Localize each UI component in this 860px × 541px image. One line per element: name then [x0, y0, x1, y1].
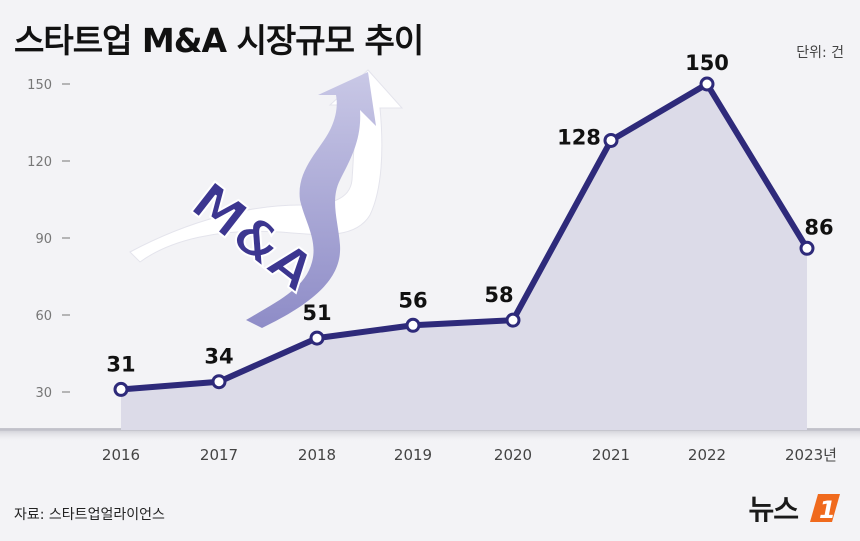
y-tick-label: 120: [27, 155, 52, 170]
series-line: [120, 81, 810, 393]
data-point-2021: [603, 132, 619, 148]
logo-badge-icon: 1: [810, 494, 840, 524]
x-tick-label: 2017: [200, 446, 238, 464]
data-point-2016: [113, 381, 129, 397]
data-label-2022: 150: [685, 51, 729, 75]
area-fill: [121, 84, 807, 430]
data-point-2018: [309, 330, 325, 346]
data-point-2017: [211, 374, 227, 390]
data-label-2017: 34: [204, 345, 233, 369]
data-label-2018: 51: [302, 301, 331, 325]
y-tick-label: 150: [27, 78, 52, 93]
data-label-2016: 31: [106, 352, 135, 376]
x-tick-label: 2021: [592, 446, 630, 464]
chart-title: 스타트업 M&A 시장규모 추이: [14, 21, 424, 60]
data-point-2020: [505, 312, 521, 328]
y-tick-label: 90: [35, 232, 52, 247]
x-tick-label: 2016: [102, 446, 140, 464]
data-points: [113, 76, 815, 397]
data-labels: 31 34 51 56 58 128 150 86: [106, 51, 833, 376]
news1-logo: 뉴스 1: [748, 488, 842, 528]
data-label-2020: 58: [484, 283, 513, 307]
unit-label: 단위: 건: [796, 45, 844, 61]
y-tick-label: 30: [35, 386, 52, 401]
logo-text: 뉴스: [748, 493, 799, 526]
x-tick-label: 2019: [394, 446, 432, 464]
logo-badge-text: 1: [819, 496, 836, 524]
x-tick-label: 2023년: [785, 446, 837, 464]
x-tick-label: 2018: [298, 446, 336, 464]
data-label-2019: 56: [398, 288, 427, 312]
y-tick-label: 60: [35, 309, 52, 324]
source-note: 자료: 스타트업얼라이언스: [14, 507, 165, 523]
arrow-shaft: [246, 72, 376, 328]
data-point-2019: [405, 317, 421, 333]
ground-shadow: [0, 428, 860, 442]
ma-arrow-illustration: M&A: [129, 69, 404, 328]
y-axis: 30 60 90 120 150: [27, 78, 70, 401]
data-label-2021: 128: [557, 125, 601, 149]
data-label-2023년: 86: [804, 215, 833, 239]
data-point-2023년: [799, 240, 815, 256]
x-axis: 2016 2017 2018 2019 2020 2021 2022 2023년: [102, 446, 837, 464]
x-tick-label: 2020: [494, 446, 532, 464]
x-tick-label: 2022: [688, 446, 726, 464]
data-point-2022: [699, 76, 715, 92]
